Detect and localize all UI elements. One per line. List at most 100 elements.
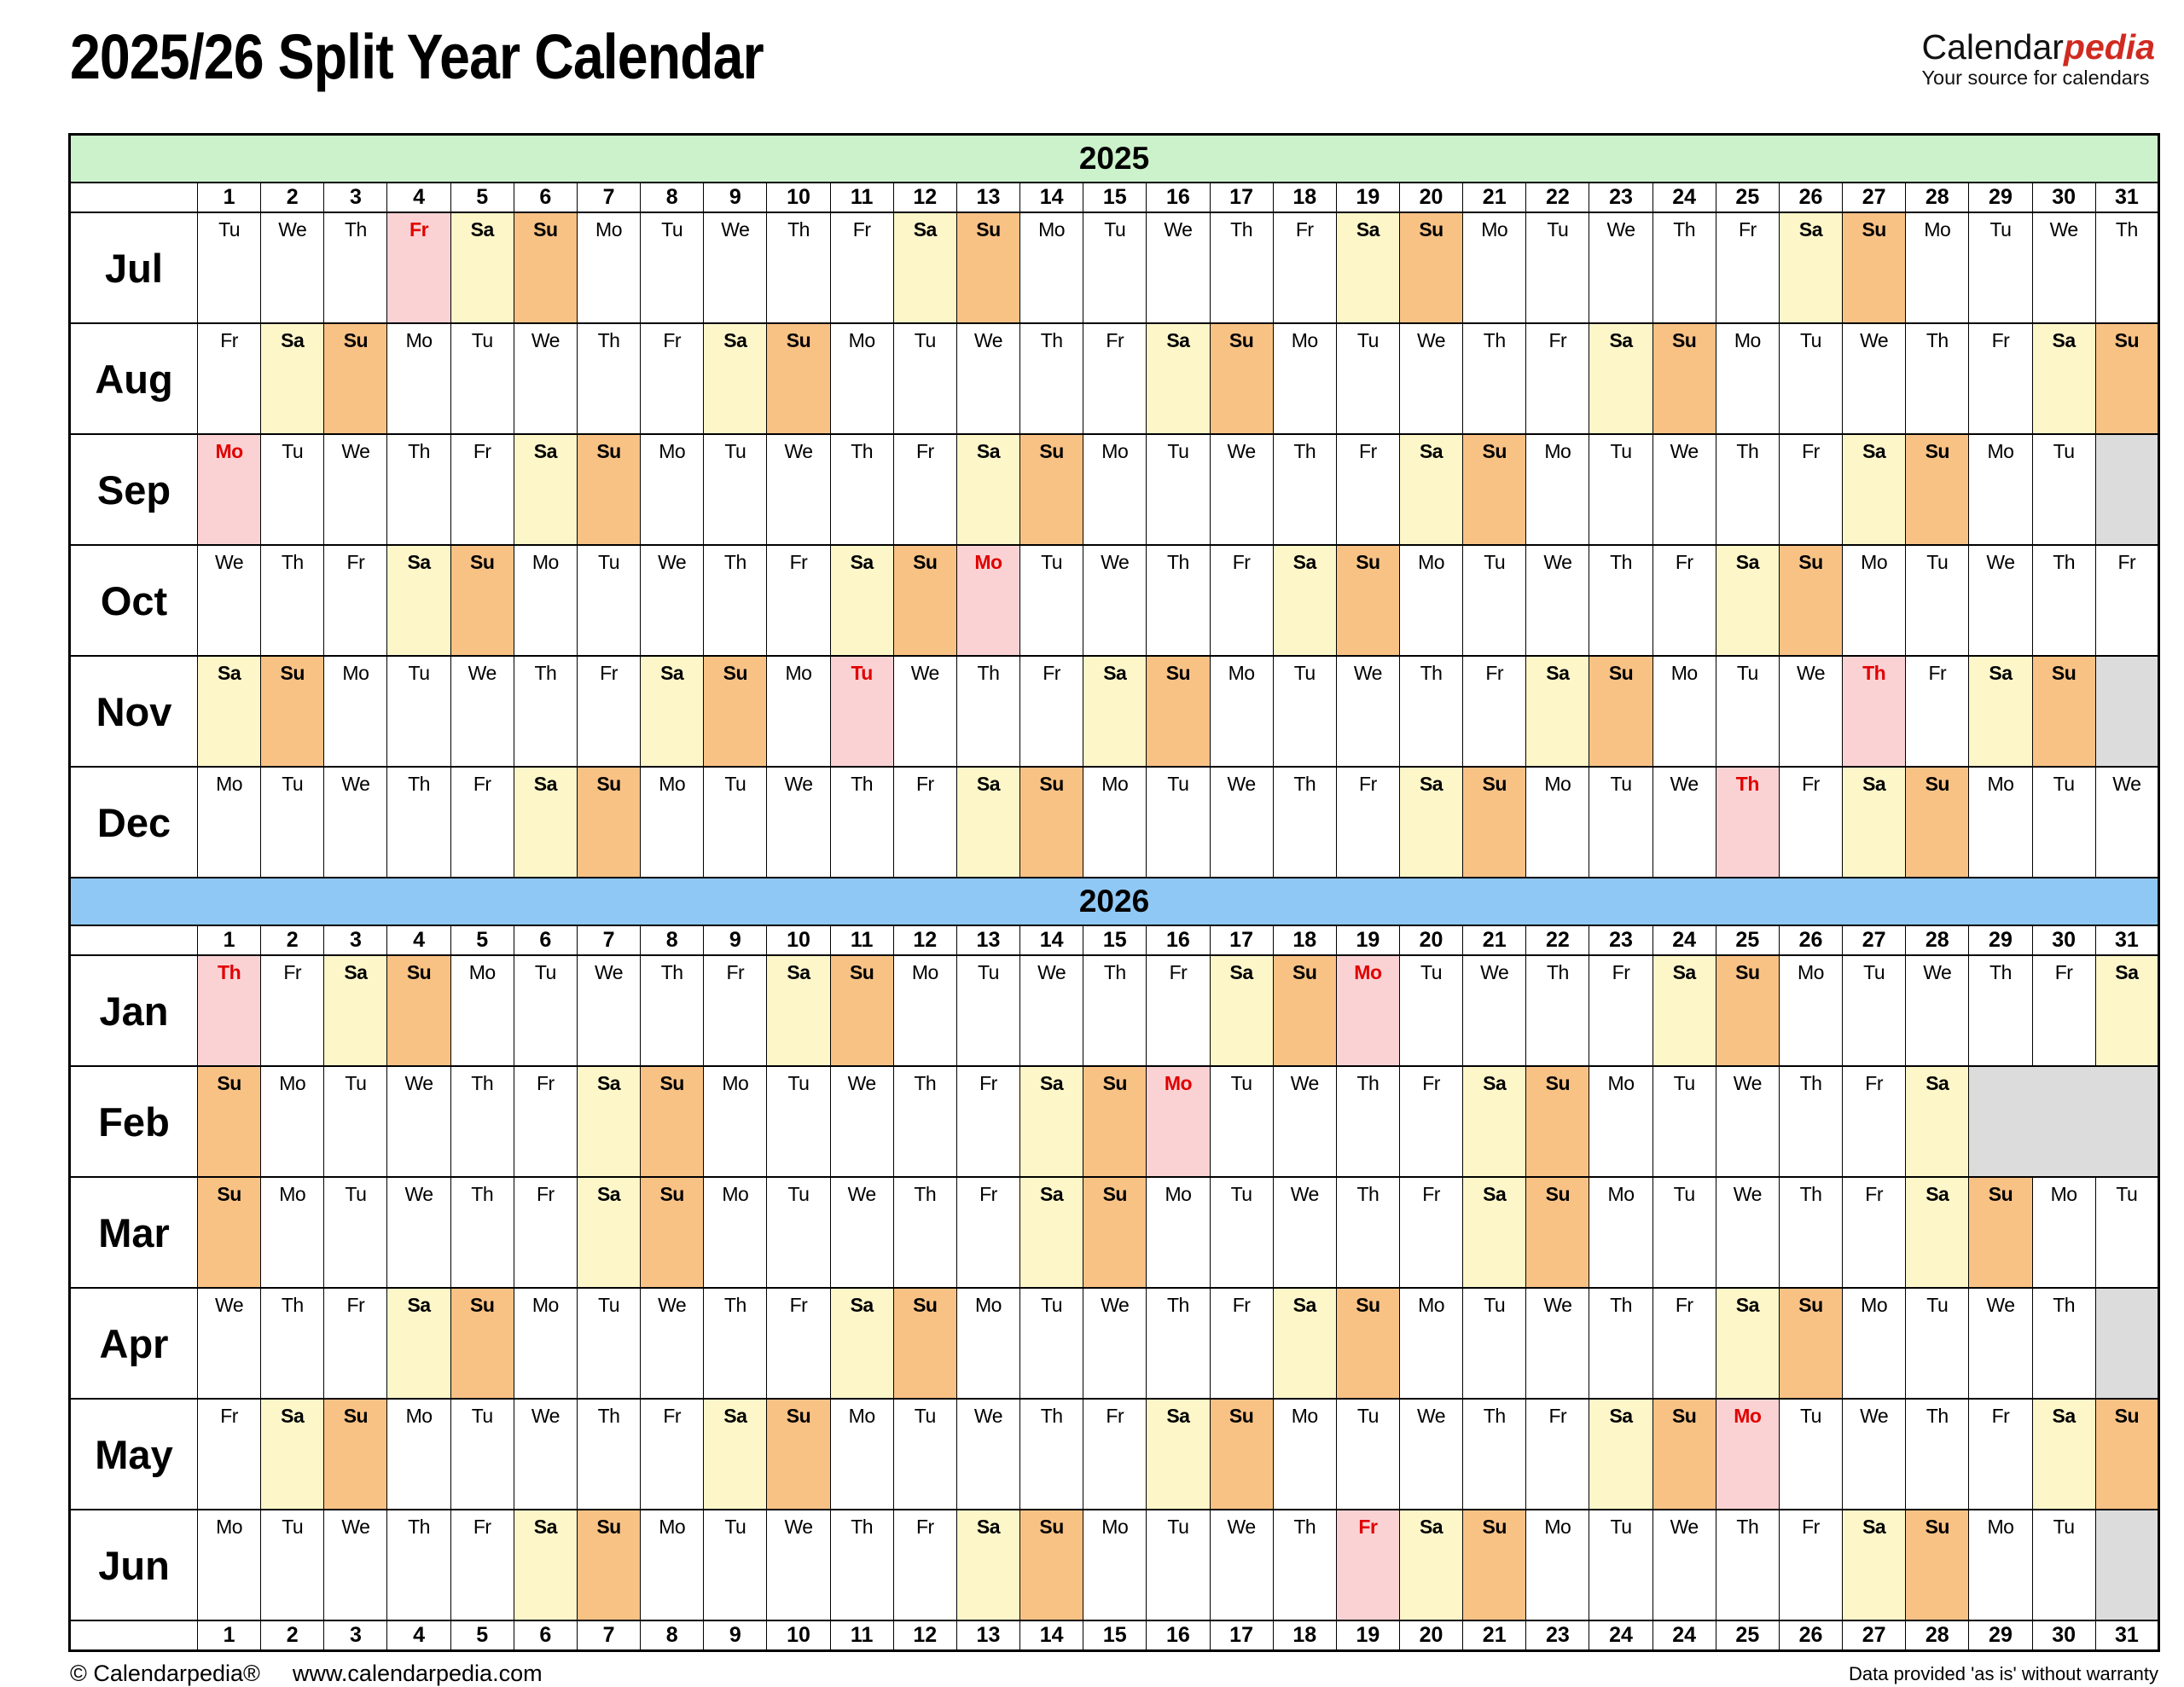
day-cell: Tu — [1146, 766, 1211, 878]
day-cell: We — [766, 1509, 831, 1621]
logo-wordmark: Calendarpedia — [1922, 28, 2155, 66]
calendar-body: 2025 1 2 3 4 5 6 7 8 9 10 11 12 13 14 15 16 17 18 19 20 21 22 2… — [69, 133, 2160, 1652]
day-cell: Mo — [640, 1509, 705, 1621]
day-cell: Th — [1778, 1176, 1844, 1289]
day-cell: Fr — [450, 433, 514, 546]
day-cell: Sa — [1905, 1176, 1970, 1289]
day-number: 17 — [1209, 925, 1274, 956]
day-cell: Mo — [829, 1398, 894, 1510]
day-cell: Sa — [1842, 766, 1907, 878]
day-cell: Sa — [703, 322, 768, 435]
day-cell: Sa — [2031, 1398, 2096, 1510]
day-cell: Fr — [1905, 655, 1970, 768]
website-url[interactable]: www.calendarpedia.com — [292, 1661, 543, 1686]
day-cell: Sa — [1715, 544, 1780, 657]
day-cell: Tu — [2031, 1509, 2096, 1621]
day-cell: We — [2031, 212, 2096, 324]
day-cell: Tu — [2031, 766, 2096, 878]
day-cell: We — [1715, 1065, 1780, 1178]
day-cell: Fr — [956, 1065, 1021, 1178]
month-label: Feb — [69, 1065, 198, 1178]
day-cell: Fr — [1652, 544, 1716, 657]
day-number: 13 — [956, 1620, 1021, 1652]
day-cell: Su — [1842, 212, 1907, 324]
day-cell: Fr — [1842, 1176, 1907, 1289]
day-cell: Mo — [956, 544, 1021, 657]
day-cell: Fr — [576, 655, 642, 768]
day-cell: Fr — [386, 212, 451, 324]
day-number: 16 — [1146, 925, 1211, 956]
day-cell: Su — [1272, 954, 1337, 1067]
day-number: 11 — [829, 182, 894, 213]
day-cell: Tu — [829, 655, 894, 768]
day-cell: Th — [2031, 1287, 2096, 1400]
day-cell: Mo — [892, 954, 957, 1067]
day-cell: Tu — [1083, 212, 1147, 324]
day-cell: Fr — [1083, 1398, 1147, 1510]
day-cell: Fr — [1146, 954, 1211, 1067]
day-cell: Tu — [1462, 1287, 1527, 1400]
day-cell: We — [1398, 1398, 1464, 1510]
day-cell: We — [640, 544, 705, 657]
day-cell: Th — [450, 1176, 514, 1289]
day-number: 1 — [196, 925, 262, 956]
day-cell: Th — [1335, 1176, 1400, 1289]
day-cell: Th — [1715, 433, 1780, 546]
day-cell: Mo — [386, 322, 451, 435]
day-cell: Su — [892, 544, 957, 657]
day-number: 20 — [1398, 925, 1464, 956]
day-number: 7 — [576, 925, 642, 956]
day-cell: Tu — [892, 322, 957, 435]
day-cell: Fr — [323, 1287, 388, 1400]
day-cell: Su — [1525, 1176, 1590, 1289]
day-cell: Tu — [1019, 1287, 1084, 1400]
day-cell: Tu — [386, 655, 451, 768]
day-cell: Th — [450, 1065, 514, 1178]
calendar-table: 2025 1 2 3 4 5 6 7 8 9 10 11 12 13 14 15 16 17 18 19 20 21 22 2… — [68, 133, 2160, 1652]
month-row-oct: Oct We Th Fr Sa Su Mo Tu We Th Fr Sa Su Mo Tu We Th Fr Sa S… — [69, 544, 2160, 657]
day-cell: We — [1652, 1509, 1716, 1621]
day-cell: Sa — [513, 433, 578, 546]
day-cell: Sa — [513, 766, 578, 878]
day-cell: Mo — [766, 655, 831, 768]
day-cell: Su — [1209, 1398, 1274, 1510]
day-number: 28 — [1905, 1620, 1970, 1652]
day-number: 27 — [1842, 925, 1907, 956]
day-cell: Th — [1905, 322, 1970, 435]
day-cell: We — [323, 433, 388, 546]
day-cell: Fr — [1778, 433, 1844, 546]
day-cell: Fr — [1209, 1287, 1274, 1400]
day-number: 22 — [1525, 925, 1590, 956]
day-number: 3 — [323, 1620, 388, 1652]
day-cell: Fr — [1715, 212, 1780, 324]
day-cell: Mo — [1652, 655, 1716, 768]
day-number: 27 — [1842, 182, 1907, 213]
day-cell: Su — [1019, 1509, 1084, 1621]
day-cell: Th — [703, 1287, 768, 1400]
footer-left: © Calendarpedia® www.calendarpedia.com — [70, 1661, 543, 1687]
day-number: 9 — [703, 925, 768, 956]
day-number: 17 — [1209, 1620, 1274, 1652]
day-cell: Tu — [576, 1287, 642, 1400]
copyright-text: © Calendarpedia® — [70, 1661, 260, 1686]
day-cell: Tu — [1335, 1398, 1400, 1510]
day-cell: Th — [703, 544, 768, 657]
day-cell: Sa — [1398, 1509, 1464, 1621]
day-number: 28 — [1905, 182, 1970, 213]
day-number: 21 — [1462, 925, 1527, 956]
day-cell: Su — [829, 954, 894, 1067]
day-cell: Tu — [1146, 433, 1211, 546]
day-number: 2 — [260, 182, 325, 213]
month-label: May — [69, 1398, 198, 1510]
day-cell: We — [513, 1398, 578, 1510]
day-cell: Mo — [323, 655, 388, 768]
day-cell: Th — [1209, 212, 1274, 324]
day-number: 8 — [640, 1620, 705, 1652]
day-cell: Mo — [1589, 1176, 1653, 1289]
day-cell: We — [196, 544, 262, 657]
day-cell: Tu — [1652, 1065, 1716, 1178]
day-cell: Th — [892, 1065, 957, 1178]
day-cell: Su — [1146, 655, 1211, 768]
day-cell: Th — [829, 1509, 894, 1621]
day-cell: Fr — [1019, 655, 1084, 768]
